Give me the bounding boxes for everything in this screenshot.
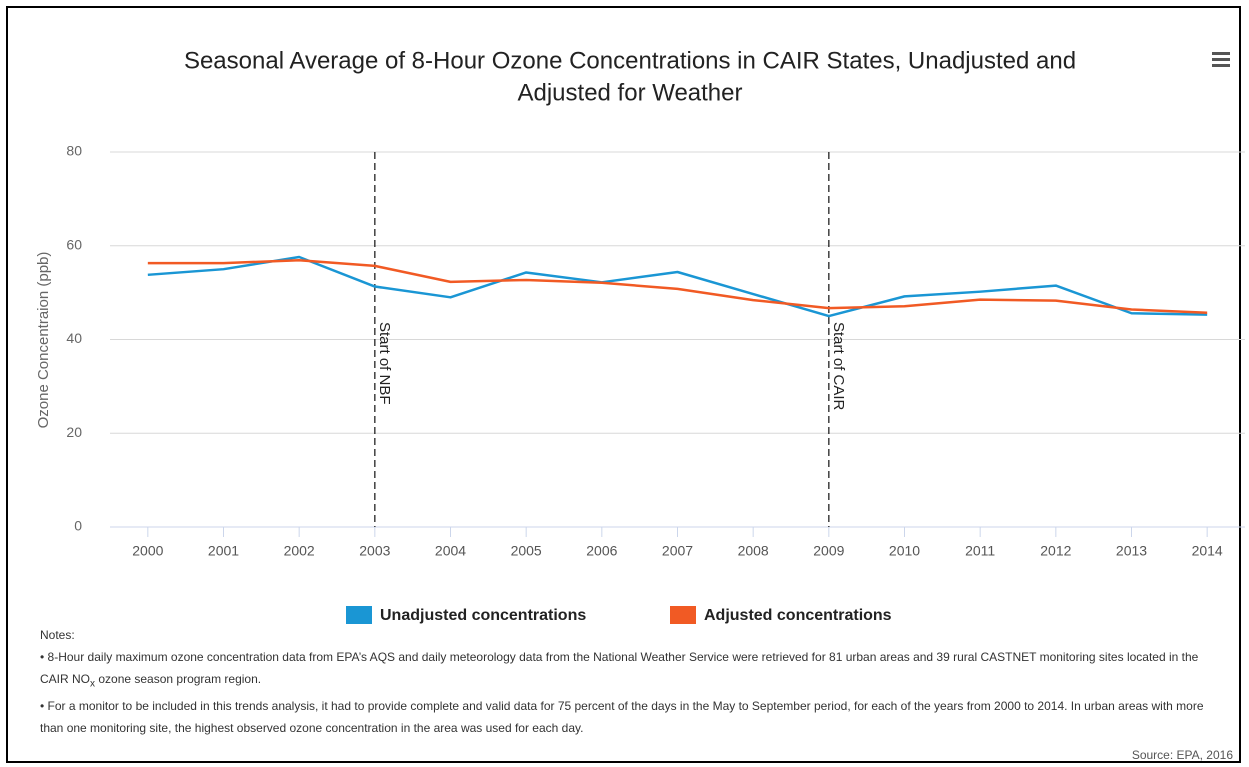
x-tick-label: 2001 xyxy=(208,543,239,559)
notes: Notes: • 8-Hour daily maximum ozone conc… xyxy=(40,624,1225,739)
legend-swatch xyxy=(670,606,696,624)
note-text: • For a monitor to be included in this t… xyxy=(40,699,1204,736)
note: • 8-Hour daily maximum ozone concentrati… xyxy=(40,646,1225,695)
menu-bar xyxy=(1212,64,1230,67)
x-tick-label: 2011 xyxy=(965,543,995,559)
x-tick-label: 2009 xyxy=(813,543,844,559)
legend-label: Unadjusted concentrations xyxy=(380,607,586,624)
note-text: ozone season program region. xyxy=(95,672,262,686)
y-tick-label: 80 xyxy=(66,143,82,159)
y-axis-label: Ozone Concentraion (ppb) xyxy=(35,252,52,429)
menu-icon[interactable] xyxy=(1212,52,1230,67)
frame xyxy=(6,6,1241,763)
x-tick-label: 2014 xyxy=(1192,543,1223,559)
note-text: • 8-Hour daily maximum ozone concentrati… xyxy=(40,650,1199,686)
series-line xyxy=(147,255,1208,318)
chart-title: Seasonal Average of 8-Hour Ozone Concent… xyxy=(184,47,1076,74)
y-tick-label: 0 xyxy=(74,518,82,534)
x-tick-label: 2010 xyxy=(889,543,920,559)
legend-swatch xyxy=(346,606,372,624)
source: Source: EPA, 2016 xyxy=(1131,748,1233,762)
x-tick-label: 2012 xyxy=(1040,543,1071,559)
chart-title: Adjusted for Weather xyxy=(517,79,742,106)
menu-bar xyxy=(1212,58,1230,61)
x-tick-label: 2004 xyxy=(435,543,466,559)
x-tick-label: 2005 xyxy=(511,543,542,559)
y-tick-label: 40 xyxy=(66,330,82,346)
x-tick-label: 2006 xyxy=(586,543,617,559)
note: • For a monitor to be included in this t… xyxy=(40,695,1225,739)
x-tick-label: 2013 xyxy=(1116,543,1147,559)
x-tick-label: 2007 xyxy=(662,543,693,559)
x-tick-label: 2008 xyxy=(738,543,769,559)
x-tick-label: 2000 xyxy=(132,543,163,559)
legend-label: Adjusted concentrations xyxy=(704,607,892,624)
annotation-label: Start of NBF xyxy=(376,322,393,405)
note-sub: x xyxy=(90,678,96,690)
x-tick-label: 2003 xyxy=(359,543,390,559)
y-tick-label: 20 xyxy=(66,424,82,440)
notes-heading: Notes: xyxy=(40,628,75,642)
menu-bar xyxy=(1212,52,1230,55)
annotation-label: Start of CAIR xyxy=(830,322,847,411)
x-tick-label: 2002 xyxy=(284,543,315,559)
y-tick-label: 60 xyxy=(66,236,82,252)
series-line xyxy=(147,259,1208,315)
